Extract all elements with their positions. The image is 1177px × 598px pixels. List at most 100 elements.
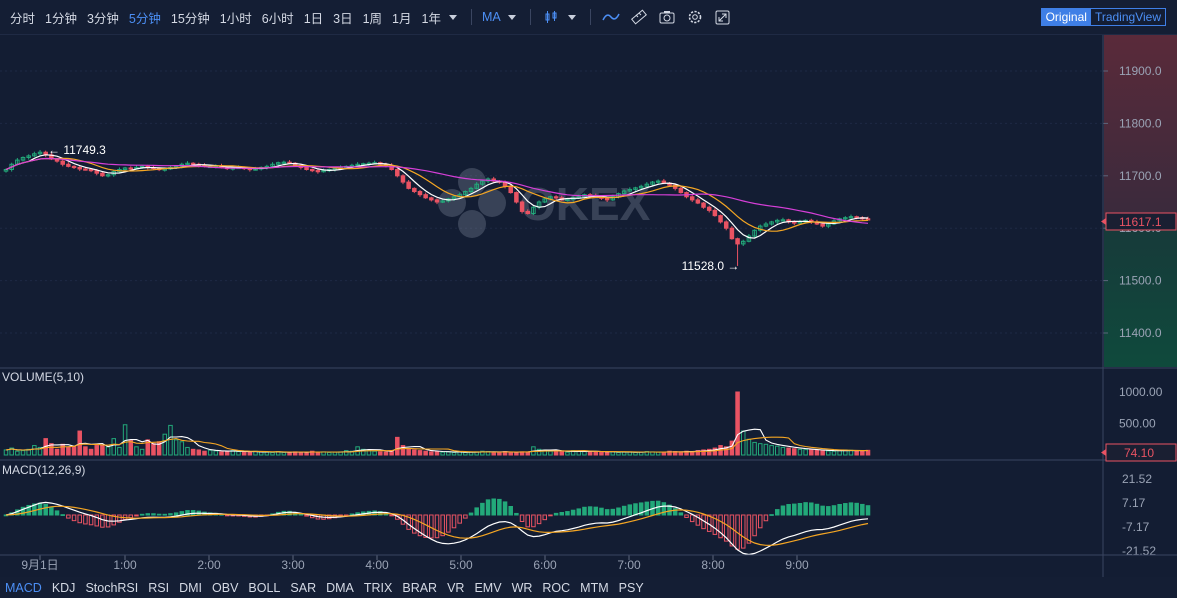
timeframe-10-button[interactable]: 1月 [392,11,412,26]
timeframe-4-button[interactable]: 15分钟 [170,11,210,26]
timeframe-11-button[interactable]: 1年 [421,11,441,26]
volume-bar [406,448,411,456]
macd-histogram-bar [406,514,411,530]
indicator-tab-trix[interactable]: TRIX [363,580,393,595]
timeframe-6-button[interactable]: 6小时 [261,11,294,26]
ma-lines-layer [5,154,869,239]
candle [848,214,854,219]
volume-bar [826,450,831,456]
indicator-chevron-down-icon[interactable] [507,14,516,20]
candle [423,192,428,199]
volume-bar [434,451,440,456]
macd-histogram-bar [865,505,871,516]
indicator-tab-roc[interactable]: ROC [542,580,571,595]
macd-histogram-bar [434,514,440,539]
indicator-tab-sar[interactable]: SAR [290,580,317,595]
volume-bar [309,450,315,456]
volume-bar [706,448,712,456]
macd-histogram-bar [633,503,638,516]
volume-bar [378,451,383,456]
volume-bar [463,451,468,456]
timeframe-2-button[interactable]: 3分钟 [86,11,119,26]
candle [553,195,559,200]
view-original-button[interactable]: Original [1041,9,1091,25]
axes-layer: 11900.011800.011700.011600.011500.011400… [21,64,1162,572]
indicator-ma-button[interactable]: MA [481,10,501,24]
candle [644,182,650,188]
volume-bar [77,430,82,456]
volume-bar [395,436,400,456]
indicator-tab-dmi[interactable]: DMI [179,580,203,595]
candle [264,164,270,170]
macd-histogram-bar [548,514,553,517]
candle [525,209,530,215]
volume-bar [207,449,213,456]
view-tradingview-button[interactable]: TradingView [1094,10,1161,24]
gear-icon[interactable] [684,6,706,28]
indicator-tab-boll[interactable]: BOLL [248,580,281,595]
indicator-tab-emv[interactable]: EMV [474,580,502,595]
macd-histogram-bar [775,509,780,516]
macd-histogram-bar [604,509,610,516]
volume-bar [491,451,496,456]
macd-histogram-bar [553,512,559,516]
indicator-tab-vr[interactable]: VR [447,580,465,595]
price-tick-label: 11800.0 [1119,116,1162,130]
candle [514,191,519,204]
timeframe-more-chevron-down-icon[interactable] [448,14,457,20]
volume-bar [695,450,701,456]
macd-histogram-bar [151,513,156,516]
timeframe-5-button[interactable]: 1小时 [219,11,252,26]
indicator-tab-mtm[interactable]: MTM [580,580,609,595]
volume-bar [83,446,88,456]
macd-histogram-bar [678,512,684,516]
indicator-tab-wr[interactable]: WR [511,580,533,595]
candlestick-icon[interactable] [540,6,562,28]
timeframe-0-button[interactable]: 分时 [10,11,36,26]
candle [780,217,786,222]
indicator-tab-kdj[interactable]: KDJ [51,580,76,595]
chart-type-chevron-down-icon[interactable] [567,14,576,20]
volume-ma5-line [5,428,869,453]
volume-bar [559,451,565,456]
macd-histogram-bar [128,514,134,519]
indicator-tab-stochrsi[interactable]: StochRSI [85,580,139,595]
candle [117,167,122,173]
macd-histogram-bar [587,506,593,516]
indicator-tab-macd[interactable]: MACD [5,580,42,595]
fullscreen-icon[interactable] [712,6,734,28]
indicator-tab-brar[interactable]: BRAR [402,580,438,595]
volume-bar [281,451,287,456]
toolbar-divider [529,9,531,25]
macd-histogram-bar [746,514,752,544]
macd-histogram-bar [769,514,774,516]
volume-bar [780,446,786,456]
macd-histogram-bar [661,502,667,516]
timeframe-3-button[interactable]: 5分钟 [128,11,161,26]
indicator-tab-psy[interactable]: PSY [618,580,644,595]
macd-histogram-bar [145,513,151,516]
indicator-tab-rsi[interactable]: RSI [148,580,170,595]
macd-histogram-bar [531,514,536,528]
volume-bar [37,446,43,456]
price-chart[interactable]: OKEX 11900.011800.011700.011600.011500.0… [0,35,1177,577]
volume-bar [49,443,54,456]
volume-bar [553,451,559,456]
camera-icon[interactable] [656,6,678,28]
timeframe-7-button[interactable]: 1日 [303,11,324,26]
timeframe-8-button[interactable]: 3日 [333,11,353,26]
candle [729,226,735,240]
volume-bar [361,448,366,456]
indicator-tab-dma[interactable]: DMA [326,580,354,595]
volume-bar [202,450,207,456]
timeframe-9-button[interactable]: 1周 [362,11,383,26]
macd-histogram-bar [463,514,468,519]
line-draw-icon[interactable] [600,6,622,28]
macd-histogram-bar [412,514,417,534]
ruler-icon[interactable] [628,6,650,28]
indicator-tab-obv[interactable]: OBV [212,580,239,595]
candle [820,222,825,228]
volume-bar [151,443,156,456]
timeframe-1-button[interactable]: 1分钟 [45,11,77,26]
candle [712,208,718,217]
